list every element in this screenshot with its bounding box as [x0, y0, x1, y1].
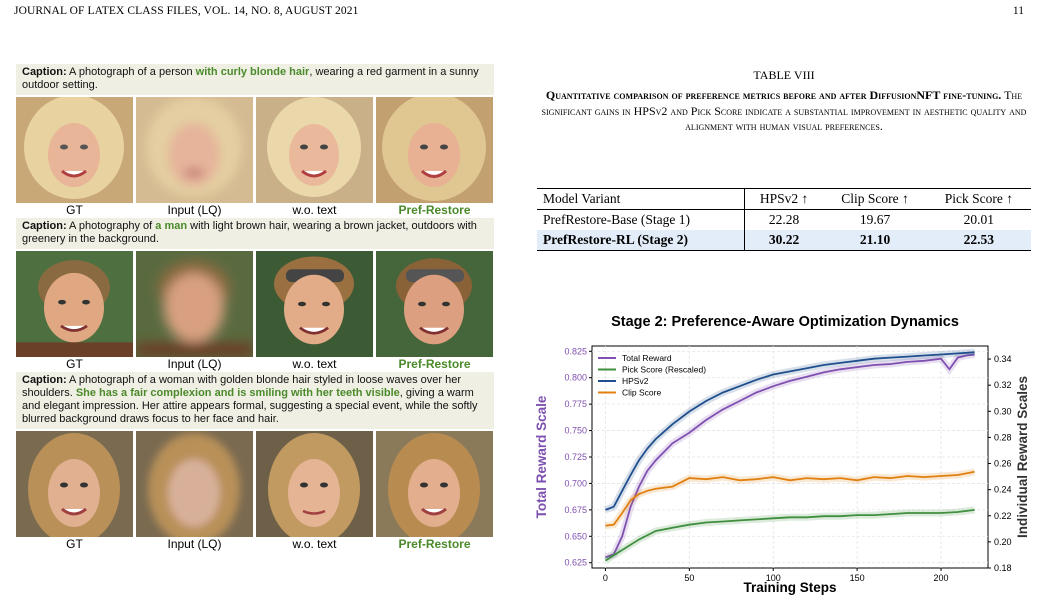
y-axis-label-left: Total Reward Scale: [534, 395, 549, 518]
restoration-figure: Caption: A photograph of a person with c…: [16, 64, 494, 552]
y-right-tick-label: 0.18: [994, 563, 1012, 573]
series-line: [604, 509, 975, 562]
series-line: [605, 351, 975, 511]
face-pref-2: [376, 251, 493, 357]
face-lq-1: [136, 97, 253, 203]
preference-metrics-table: Model Variant HPSv2 ↑ Clip Score ↑ Pick …: [537, 188, 1031, 251]
y-right-tick-label: 0.32: [994, 380, 1012, 390]
caption-1: Caption: A photograph of a person with c…: [16, 64, 494, 95]
x-tick-label: 100: [766, 573, 781, 583]
running-header: JOURNAL OF LATEX CLASS FILES, VOL. 14, N…: [14, 5, 359, 17]
face-pref-1: [376, 97, 493, 203]
face-wotext-1: [256, 97, 373, 203]
y-right-tick-label: 0.28: [994, 432, 1012, 442]
image-row-2: [16, 251, 494, 357]
series-line: [605, 470, 975, 527]
legend-label: Pick Score (Rescaled): [622, 365, 706, 375]
column-labels-1: GT Input (LQ) w.o. text Pref-Restore: [66, 203, 471, 217]
y-right-tick-label: 0.26: [994, 459, 1012, 469]
legend-label: HPSv2: [622, 376, 649, 386]
y-tick-label: 0.725: [564, 452, 587, 462]
header-pick: Pick Score ↑: [944, 191, 1013, 206]
series-line: [605, 353, 975, 559]
y-tick-label: 0.750: [564, 426, 587, 436]
face-pref-3: [376, 431, 493, 537]
column-labels-2: GT Input (LQ) w.o. text Pref-Restore: [66, 357, 471, 371]
y-right-tick-label: 0.30: [994, 406, 1012, 416]
face-lq-3: [136, 431, 253, 537]
table-row: PrefRestore-RL (Stage 2) 30.22 21.10 22.…: [537, 230, 1031, 251]
y-right-tick-label: 0.22: [994, 511, 1012, 521]
legend-label: Clip Score: [622, 388, 661, 398]
y-axis-label-right: Individual Reward Scales: [1015, 376, 1030, 538]
face-lq-2: [136, 251, 253, 357]
image-row-3: [16, 431, 494, 537]
face-gt-1: [16, 97, 133, 203]
header-model: Model Variant: [537, 188, 745, 210]
image-row-1: [16, 97, 494, 203]
face-gt-2: [16, 251, 133, 357]
table-title: TABLE VIII: [753, 68, 815, 82]
x-tick-label: 0: [603, 573, 608, 583]
x-tick-label: 200: [934, 573, 949, 583]
y-right-tick-label: 0.34: [994, 354, 1012, 364]
x-tick-label: 150: [850, 573, 865, 583]
x-axis-label: Training Steps: [743, 580, 836, 595]
legend-label: Total Reward: [622, 353, 672, 363]
chart-title: Stage 2: Preference-Aware Optimization D…: [611, 314, 959, 330]
face-gt-3: [16, 431, 133, 537]
y-tick-label: 0.800: [564, 373, 587, 383]
y-tick-label: 0.825: [564, 346, 587, 356]
header-clip: Clip Score ↑: [841, 191, 909, 206]
y-tick-label: 0.700: [564, 478, 587, 488]
caption-3: Caption: A photograph of a woman with go…: [16, 372, 494, 429]
face-wotext-2: [256, 251, 373, 357]
caption-2: Caption: A photography of a man with lig…: [16, 218, 494, 249]
x-tick-label: 50: [684, 573, 694, 583]
table-caption: Quantitative comparison of preference me…: [541, 88, 1027, 133]
header-hps: HPSv2 ↑: [759, 191, 809, 206]
column-labels-3: GT Input (LQ) w.o. text Pref-Restore: [66, 537, 471, 551]
y-right-tick-label: 0.24: [994, 485, 1012, 495]
y-tick-label: 0.650: [564, 531, 587, 541]
y-right-tick-label: 0.20: [994, 537, 1012, 547]
y-tick-label: 0.625: [564, 558, 587, 568]
table-row: PrefRestore-Base (Stage 1) 22.28 19.67 2…: [537, 209, 1031, 230]
y-tick-label: 0.675: [564, 505, 587, 515]
page-number: 11: [1012, 5, 1024, 17]
face-wotext-3: [256, 431, 373, 537]
optimization-dynamics-chart: Stage 2: Preference-Aware Optimization D…: [534, 314, 1030, 595]
y-tick-label: 0.775: [564, 399, 587, 409]
